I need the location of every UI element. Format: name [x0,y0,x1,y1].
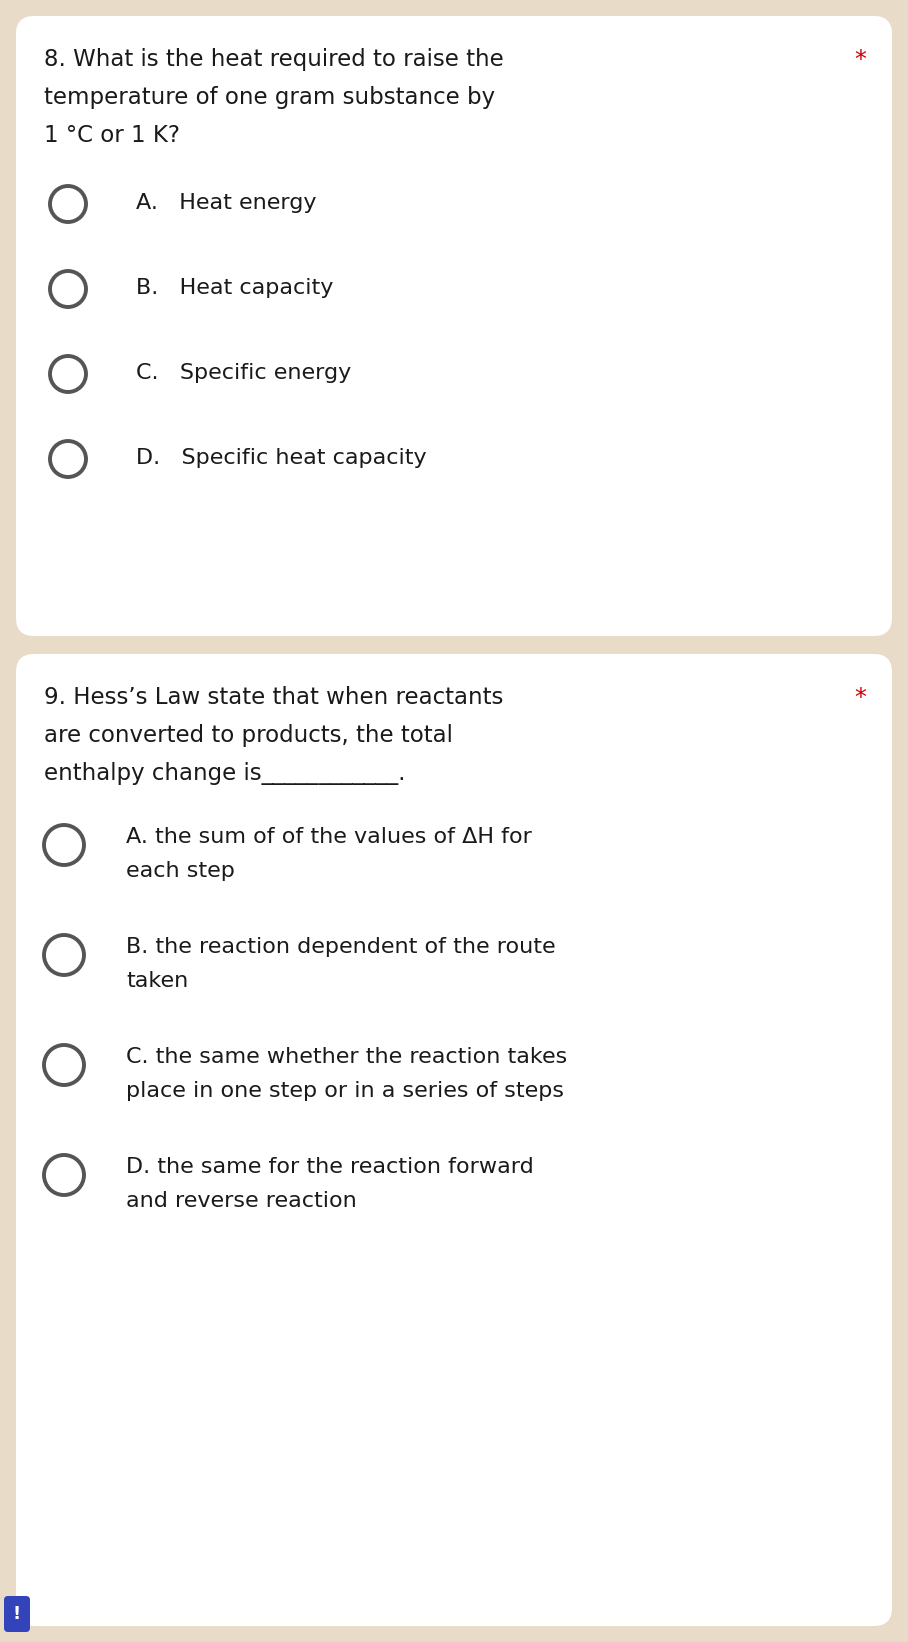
FancyBboxPatch shape [16,16,892,635]
FancyBboxPatch shape [4,1596,30,1632]
Text: C.   Specific energy: C. Specific energy [136,363,351,383]
Text: and reverse reaction: and reverse reaction [126,1190,357,1212]
Text: !: ! [13,1604,21,1622]
FancyBboxPatch shape [16,654,892,1626]
Text: 9. Hess’s Law state that when reactants: 9. Hess’s Law state that when reactants [44,686,503,709]
Text: taken: taken [126,970,188,992]
Text: A.   Heat energy: A. Heat energy [136,194,317,213]
Text: temperature of one gram substance by: temperature of one gram substance by [44,85,495,108]
Text: *: * [854,48,866,72]
Text: each step: each step [126,860,235,882]
Text: A. the sum of of the values of ΔH for: A. the sum of of the values of ΔH for [126,828,532,847]
Text: B. the reaction dependent of the route: B. the reaction dependent of the route [126,938,556,957]
Text: D. the same for the reaction forward: D. the same for the reaction forward [126,1158,534,1177]
Text: C. the same whether the reaction takes: C. the same whether the reaction takes [126,1048,568,1067]
Text: are converted to products, the total: are converted to products, the total [44,724,453,747]
Text: place in one step or in a series of steps: place in one step or in a series of step… [126,1080,564,1102]
Text: *: * [854,686,866,709]
Text: enthalpy change is____________.: enthalpy change is____________. [44,762,406,785]
Text: B.   Heat capacity: B. Heat capacity [136,277,333,297]
Text: D.   Specific heat capacity: D. Specific heat capacity [136,448,427,468]
Text: 8. What is the heat required to raise the: 8. What is the heat required to raise th… [44,48,504,71]
Text: 1 °C or 1 K?: 1 °C or 1 K? [44,125,180,148]
